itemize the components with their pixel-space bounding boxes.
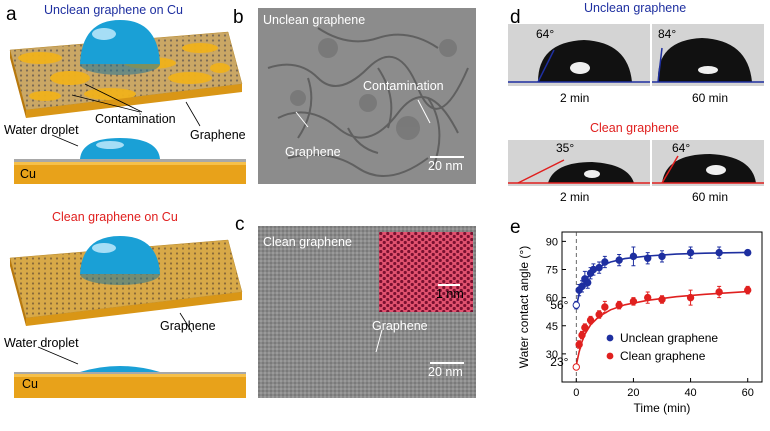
unclean-tem-image: Unclean graphene Contamination Graphene … (258, 8, 476, 184)
x-tick-label: 60 (742, 387, 754, 399)
y-tick-label: 75 (546, 265, 558, 277)
data-point (715, 288, 723, 296)
time-clean-2min: 2 min (560, 190, 590, 204)
cu-label-a-top: Cu (20, 167, 36, 181)
graphene-label-a-top: Graphene (190, 128, 246, 142)
data-point (601, 258, 609, 266)
data-point (615, 301, 623, 309)
angle-unclean-60min: 84° (658, 27, 677, 41)
data-point (629, 297, 638, 306)
data-point (572, 363, 580, 371)
clean-graphene-block (9, 236, 243, 326)
tem-b-title: Unclean graphene (263, 13, 366, 27)
panel-letter-e: e (510, 217, 521, 238)
droplet-clean-2min-shape (508, 159, 650, 184)
legend-marker (606, 352, 614, 360)
unclean-cross-section (14, 138, 246, 184)
inset-scale-bar (438, 284, 460, 286)
unclean-tem-texture (258, 8, 476, 184)
data-point (584, 278, 592, 287)
droplet-unclean-60min: 84° (652, 24, 764, 86)
tem-b-scale-bar (430, 156, 464, 158)
data-point (595, 263, 603, 272)
time-unclean-2min: 2 min (560, 91, 590, 105)
time-unclean-60min: 60 min (692, 91, 729, 105)
y-tick-label: 30 (546, 349, 558, 361)
data-point (658, 295, 666, 304)
angle-unclean-2min: 64° (536, 27, 555, 41)
graphene-label-a-bottom: Graphene (160, 319, 216, 333)
data-point (629, 252, 638, 261)
water-droplet-label-a-top: Water droplet (4, 123, 79, 137)
droplet-clean-2min: 35° (508, 140, 650, 186)
plot-frame (561, 231, 763, 383)
legend-marker (606, 334, 614, 342)
panel-a-top-title: Unclean graphene on Cu (44, 3, 183, 17)
x-tick-label: 0 (573, 387, 579, 399)
time-clean-60min: 60 min (692, 190, 729, 204)
data-point (686, 248, 695, 257)
droplet-clean-60min-shape (652, 154, 764, 184)
panel-letter-a: a (6, 4, 17, 25)
tem-c-graphene-label: Graphene (372, 319, 428, 333)
x-axis-label: Time (min) (634, 401, 691, 415)
graphene-lattice-inset (379, 232, 473, 312)
panel-d-clean-title: Clean graphene (590, 121, 679, 135)
clean-cross-section (14, 366, 246, 398)
data-point (581, 323, 589, 332)
data-point (644, 293, 652, 302)
data-point (686, 293, 695, 302)
panel-letter-b: b (233, 7, 244, 28)
tem-c-scale-label: 20 nm (428, 365, 463, 379)
y-tick-label: 90 (546, 236, 558, 248)
x-tick-label: 40 (684, 387, 696, 399)
data-point (744, 248, 752, 257)
tem-c-title: Clean graphene (263, 235, 352, 249)
tem-b-contamination-label: Contamination (363, 79, 444, 93)
y-tick-label: 45 (546, 321, 558, 333)
annotation-23: 23° (550, 355, 568, 369)
droplet-unclean-2min: 64° (508, 24, 650, 86)
annotation-56: 56° (550, 298, 568, 312)
droplet-unclean-60min-shape (652, 38, 764, 83)
angle-clean-2min: 35° (556, 141, 575, 155)
data-point (572, 301, 580, 309)
contact-angle-chart: 0 20 40 60 30 45 60 75 90 Unclean graphene Clean … (517, 231, 763, 415)
data-point (595, 310, 603, 319)
data-point (575, 340, 583, 349)
y-tick-label: 60 (546, 293, 558, 305)
panel-letter-d: d (510, 7, 521, 28)
data-point (586, 316, 595, 324)
data-point (578, 331, 586, 339)
inset-scale-label: 1 nm (436, 287, 464, 301)
tem-b-scale-label: 20 nm (428, 159, 463, 173)
panel-d-unclean-title: Unclean graphene (584, 1, 687, 15)
data-point (601, 303, 609, 311)
legend-label: Unclean graphene (620, 331, 718, 345)
y-axis-label: Water contact angle (°) (517, 246, 531, 368)
panel-letter-c: c (235, 214, 245, 235)
unclean-graphene-block (9, 20, 243, 118)
data-point (715, 248, 723, 257)
cu-label-a-bottom: Cu (22, 377, 38, 391)
droplet-unclean-2min-shape (508, 40, 650, 83)
legend-label: Clean graphene (620, 349, 706, 363)
droplet-clean-60min: 64° (652, 140, 764, 186)
clean-tem-image: 1 nm Clean graphene Graphene 20 nm (258, 226, 476, 398)
panel-a-bottom-title: Clean graphene on Cu (52, 210, 178, 224)
angle-clean-60min: 64° (672, 141, 691, 155)
panel-a-callout-lines (37, 83, 201, 365)
x-tick-label: 20 (627, 387, 639, 399)
data-point (644, 254, 652, 262)
tem-c-scale-bar (430, 362, 464, 364)
data-point (615, 256, 623, 264)
data-point (658, 252, 666, 261)
tem-b-graphene-label: Graphene (285, 145, 341, 159)
contamination-label-a: Contamination (95, 112, 176, 126)
data-point (744, 286, 752, 294)
water-droplet-label-a-bottom: Water droplet (4, 336, 79, 350)
